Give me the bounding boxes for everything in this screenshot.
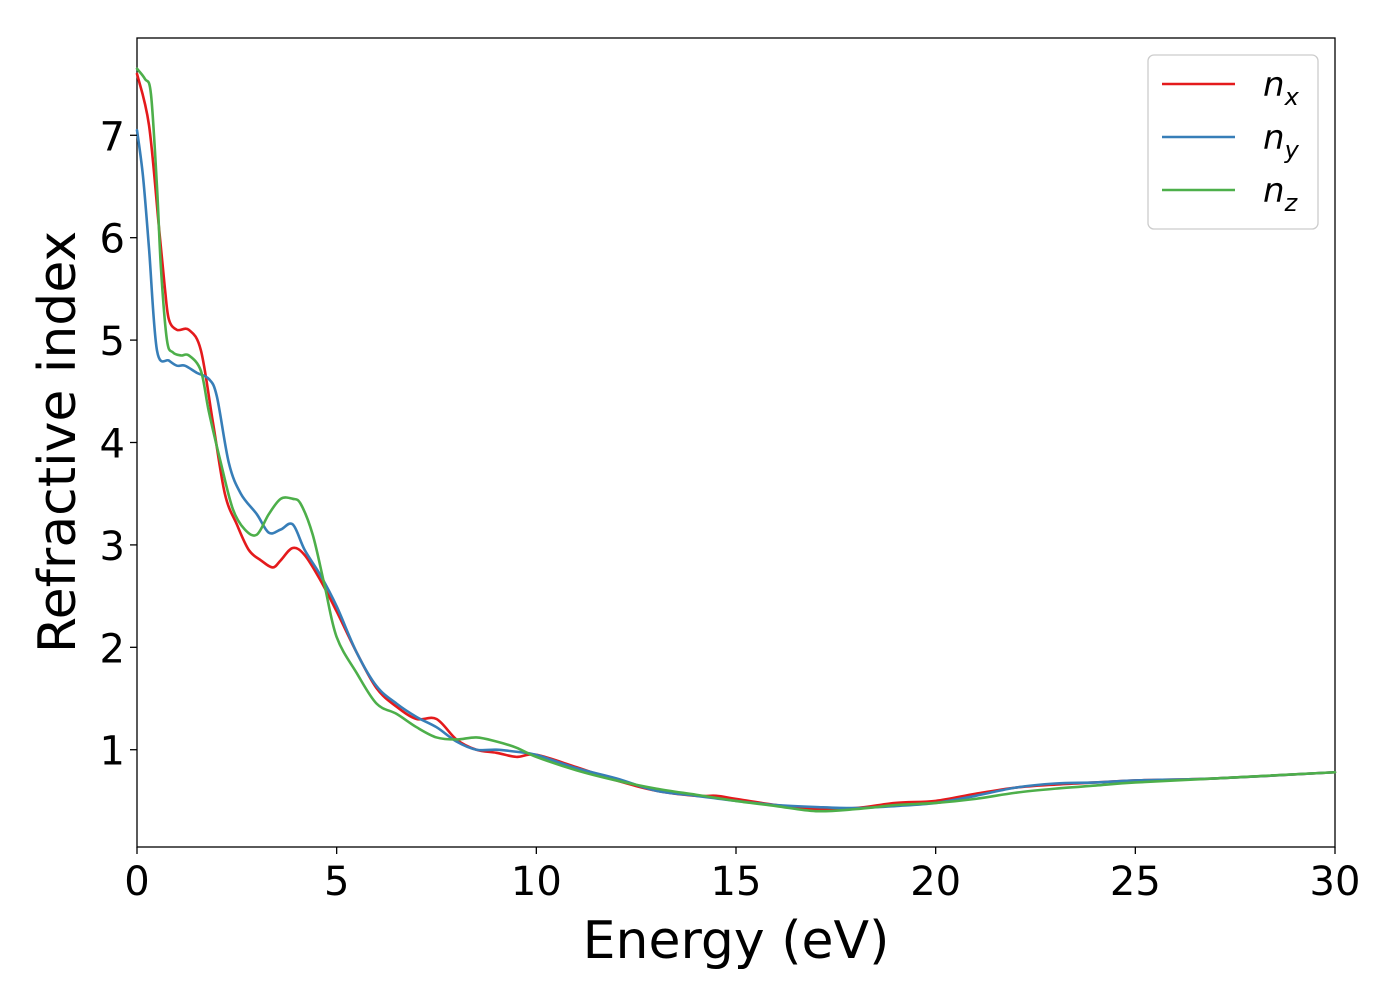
y-tick-label: 3 — [100, 524, 125, 570]
y-tick-label: 4 — [100, 422, 125, 468]
legend-label-base: n — [1263, 118, 1285, 158]
x-tick-label: 20 — [910, 859, 961, 905]
plot-frame — [136, 37, 1336, 848]
x-tick-label: 0 — [124, 859, 149, 905]
plot-area — [135, 37, 1337, 848]
y-tick-label: 6 — [100, 217, 125, 263]
legend-label-ny: ny — [1263, 118, 1300, 164]
legend-label-base: n — [1263, 65, 1285, 105]
y-tick-label: 1 — [100, 729, 125, 775]
legend-label-base: n — [1263, 171, 1285, 211]
series-lines — [135, 67, 1337, 813]
series-line-nz — [135, 67, 1337, 813]
series-line-nx — [135, 72, 1337, 811]
x-axis-label: Energy (eV) — [583, 911, 890, 971]
y-tick-label: 7 — [100, 114, 125, 160]
x-tick-label: 15 — [711, 859, 762, 905]
legend-box — [1147, 54, 1319, 230]
y-tick-label: 5 — [100, 319, 125, 365]
x-tick-label: 30 — [1310, 859, 1361, 905]
legend-label-subscript: z — [1284, 189, 1299, 217]
legend-label-nz: nz — [1263, 171, 1299, 217]
legend-label-subscript: y — [1284, 136, 1300, 164]
y-axis-ticks: 1 2 3 4 5 6 7 — [100, 114, 137, 775]
x-tick-label: 25 — [1110, 859, 1161, 905]
y-tick-label: 2 — [100, 626, 125, 672]
legend-label-subscript: x — [1284, 83, 1300, 111]
x-tick-label: 5 — [324, 859, 349, 905]
x-tick-label: 10 — [511, 859, 562, 905]
y-axis-label: Refractive index — [28, 231, 88, 653]
legend-label-nx: nx — [1263, 65, 1300, 111]
x-axis-ticks: 0 5 10 15 20 25 30 — [124, 847, 1360, 905]
